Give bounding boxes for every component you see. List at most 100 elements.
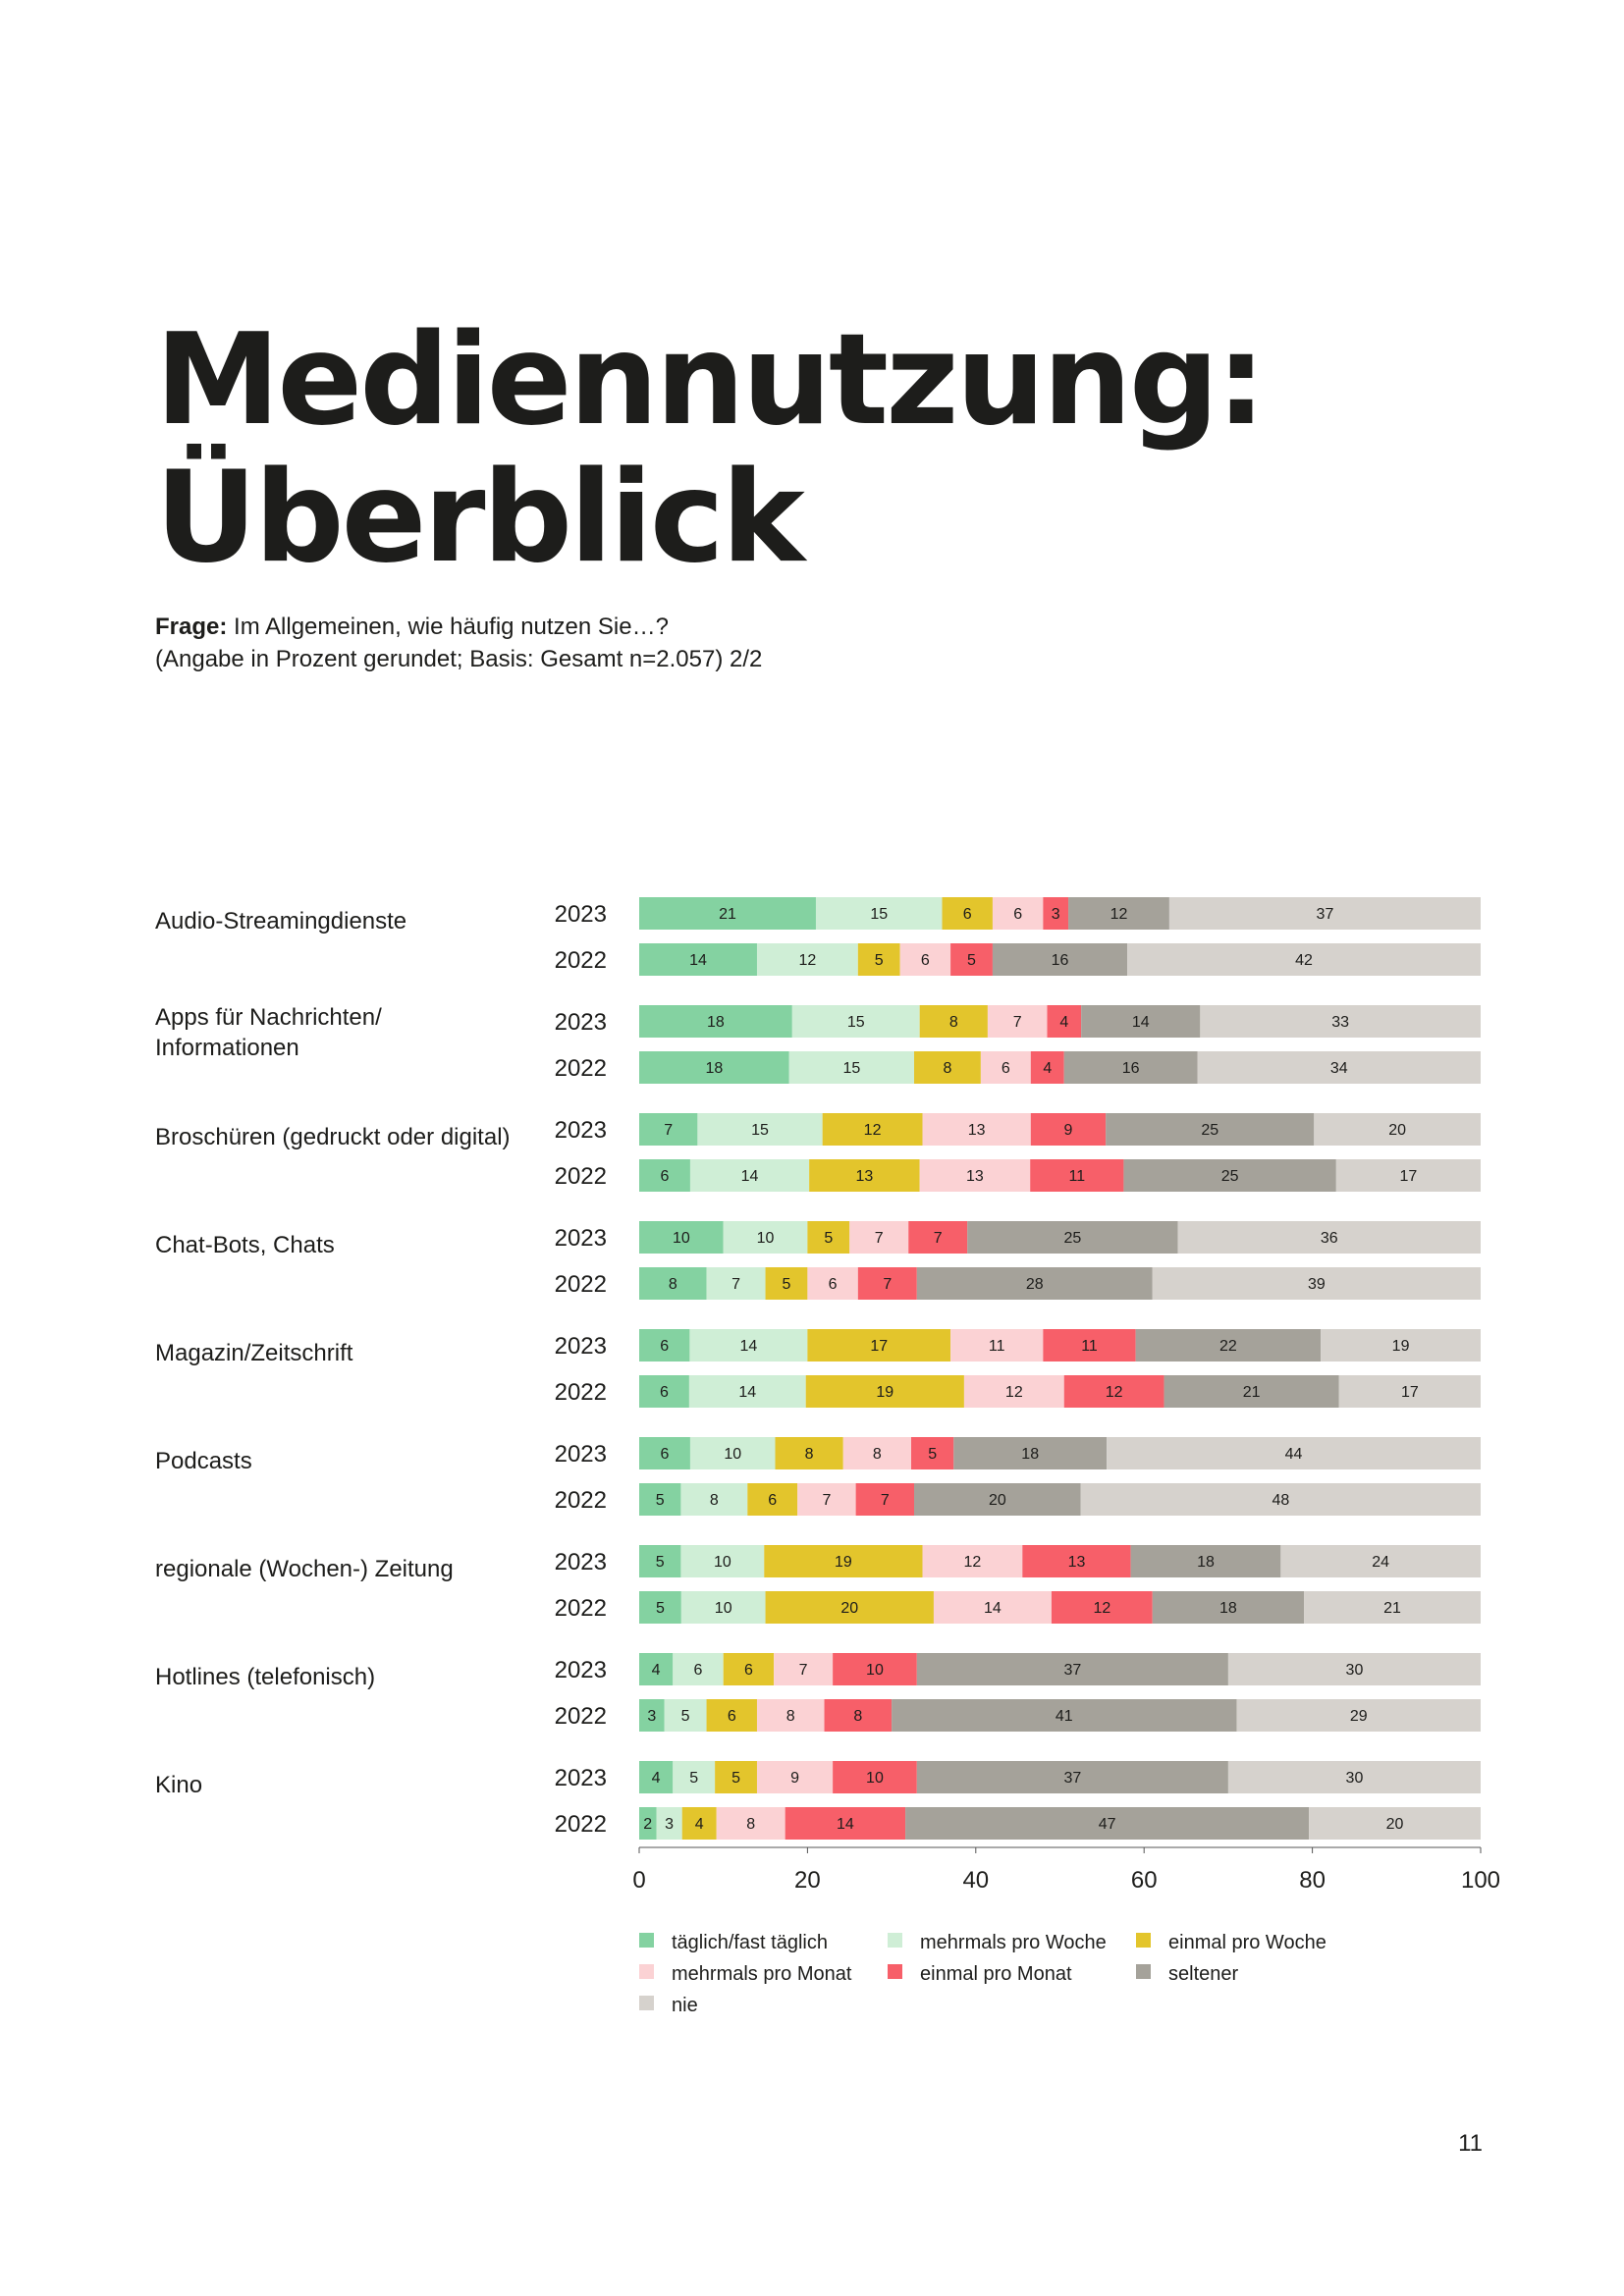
bar-segment — [855, 1483, 915, 1516]
bar-segment — [899, 943, 951, 976]
data-label: 7 — [883, 1276, 892, 1293]
data-label: 30 — [1346, 1770, 1364, 1787]
year-label: 2022 — [555, 1379, 607, 1406]
data-label: 18 — [705, 1060, 723, 1077]
bar-segment — [919, 1159, 1031, 1192]
data-label: 4 — [1059, 1014, 1068, 1031]
year-label: 2022 — [555, 1163, 607, 1190]
data-label: 5 — [656, 1554, 665, 1571]
data-label: 18 — [1021, 1446, 1039, 1463]
bar-segment — [833, 1653, 917, 1685]
data-label: 21 — [1243, 1384, 1261, 1401]
data-label: 12 — [799, 952, 817, 969]
legend-label: einmal pro Woche — [1168, 1932, 1326, 1953]
bar-segment — [706, 1267, 766, 1300]
bar-segment — [723, 1221, 808, 1254]
bar-segment — [842, 1437, 912, 1469]
bar-segment — [1227, 1653, 1481, 1685]
x-tick-label: 80 — [1299, 1867, 1326, 1894]
data-label: 8 — [805, 1446, 814, 1463]
data-label: 4 — [1043, 1060, 1052, 1077]
bar-segment — [1335, 1159, 1481, 1192]
data-label: 14 — [984, 1600, 1001, 1617]
bar-segment — [639, 1653, 674, 1685]
bar-segment — [950, 943, 993, 976]
data-label: 12 — [1005, 1384, 1023, 1401]
bar-segment — [1236, 1699, 1481, 1732]
data-label: 15 — [751, 1122, 769, 1139]
data-label: 8 — [710, 1492, 719, 1509]
data-label: 47 — [1099, 1816, 1116, 1833]
data-label: 9 — [1064, 1122, 1073, 1139]
bar-segment — [788, 1051, 915, 1084]
data-label: 12 — [964, 1554, 982, 1571]
data-label: 7 — [1013, 1014, 1022, 1031]
bar-segment — [1304, 1591, 1481, 1624]
data-label: 8 — [873, 1446, 882, 1463]
bar-segment — [791, 1005, 920, 1038]
bar-segment — [697, 1113, 823, 1146]
year-label: 2022 — [555, 1055, 607, 1082]
bar-segment — [639, 1545, 681, 1577]
data-label: 5 — [875, 952, 884, 969]
bar-segment — [639, 1437, 690, 1469]
bar-segment — [689, 1329, 808, 1362]
data-label: 6 — [744, 1662, 753, 1679]
bar-segment — [1152, 1267, 1481, 1300]
data-label: 8 — [746, 1816, 755, 1833]
bar-segment — [639, 1329, 690, 1362]
legend-label: einmal pro Monat — [920, 1963, 1072, 1985]
bar-segment — [809, 1159, 920, 1192]
data-label: 12 — [864, 1122, 882, 1139]
bar-segment — [747, 1483, 798, 1516]
bar-segment — [911, 1437, 954, 1469]
category-label: Audio-Streamingdienste — [155, 908, 406, 934]
question-block: Frage: Im Allgemeinen, wie häufig nutzen… — [155, 611, 762, 675]
data-label: 30 — [1346, 1662, 1364, 1679]
bar-segment — [639, 1005, 792, 1038]
data-label: 4 — [652, 1662, 661, 1679]
bar-segment — [822, 1113, 923, 1146]
data-label: 18 — [1197, 1554, 1215, 1571]
bar-segment — [688, 1375, 806, 1408]
data-label: 14 — [741, 1168, 759, 1185]
bar-segment — [1030, 1113, 1107, 1146]
bar-segment — [1043, 1329, 1136, 1362]
bar-segment — [715, 1761, 757, 1793]
bar-segment — [681, 1807, 717, 1840]
year-label: 2023 — [555, 1117, 607, 1144]
bar-segment — [689, 1159, 810, 1192]
bar-segment — [916, 1653, 1228, 1685]
data-label: 41 — [1056, 1708, 1073, 1725]
bar-segment — [639, 943, 757, 976]
bar-segment — [849, 1221, 909, 1254]
data-label: 7 — [875, 1230, 884, 1247]
bar-segment — [723, 1653, 775, 1685]
data-label: 8 — [786, 1708, 795, 1725]
data-label: 12 — [1106, 1384, 1123, 1401]
data-label: 10 — [866, 1662, 884, 1679]
data-label: 44 — [1285, 1446, 1303, 1463]
data-label: 5 — [681, 1708, 690, 1725]
year-label: 2023 — [555, 1009, 607, 1036]
data-label: 6 — [768, 1492, 777, 1509]
bar-segment — [1227, 1761, 1481, 1793]
data-label: 20 — [1386, 1816, 1404, 1833]
bar-segment — [1309, 1807, 1481, 1840]
data-label: 36 — [1321, 1230, 1338, 1247]
year-label: 2023 — [555, 1441, 607, 1468]
bar-segment — [639, 1807, 657, 1840]
bar-segment — [680, 1483, 748, 1516]
data-label: 7 — [664, 1122, 673, 1139]
bar-segment — [987, 1005, 1048, 1038]
data-label: 8 — [669, 1276, 677, 1293]
data-label: 4 — [695, 1816, 704, 1833]
bar-segment — [639, 1591, 681, 1624]
data-label: 3 — [1052, 906, 1060, 923]
bar-segment — [1030, 1051, 1064, 1084]
question-text: Im Allgemeinen, wie häufig nutzen Sie…? — [234, 614, 669, 640]
data-label: 14 — [837, 1816, 854, 1833]
data-label: 18 — [1219, 1600, 1237, 1617]
data-label: 19 — [1392, 1338, 1410, 1355]
year-label: 2022 — [555, 947, 607, 974]
